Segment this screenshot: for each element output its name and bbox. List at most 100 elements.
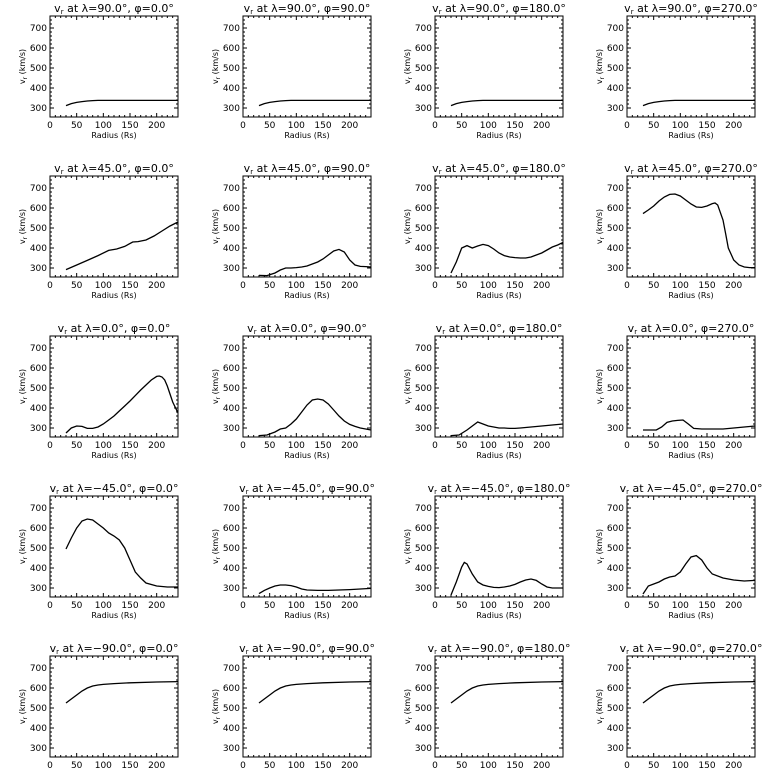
y-axis-label: vr (km/s) — [595, 209, 606, 244]
plot-frame — [626, 15, 756, 118]
x-tick-label: 100 — [288, 601, 305, 611]
y-tick-label: 500 — [223, 544, 240, 554]
x-tick-label: 0 — [240, 761, 246, 768]
y-tick-label: 700 — [607, 504, 624, 514]
y-tick-label: 400 — [223, 404, 240, 414]
panel-title: vr at λ=0.0°, φ=90.0° — [247, 322, 367, 336]
x-tick-label: 150 — [698, 121, 715, 131]
x-tick-label: 200 — [533, 761, 550, 768]
x-tick-label: 0 — [47, 441, 53, 451]
y-tick-label: 300 — [415, 744, 432, 754]
y-tick-label: 400 — [607, 244, 624, 254]
y-tick-label: 300 — [223, 744, 240, 754]
y-axis-label: vr (km/s) — [403, 689, 414, 724]
x-tick-label: 150 — [698, 281, 715, 291]
x-tick-label: 50 — [456, 441, 468, 451]
panel-5: vr at λ=45.0°, φ=90.0° 0 50 100 150 200 300 400… — [211, 162, 372, 300]
y-tick-label: 500 — [415, 64, 432, 74]
x-tick-label: 0 — [624, 601, 630, 611]
x-tick-label: 200 — [725, 281, 742, 291]
series-line — [258, 248, 372, 277]
x-tick-label: 0 — [240, 121, 246, 131]
y-tick-label: 400 — [223, 724, 240, 734]
x-axis-label: Radius (Rs) — [91, 611, 136, 620]
y-tick-label: 300 — [30, 744, 47, 754]
x-tick-label: 50 — [456, 281, 468, 291]
x-tick-label: 100 — [480, 601, 497, 611]
y-tick-label: 300 — [30, 584, 47, 594]
y-tick-label: 300 — [223, 104, 240, 114]
x-tick-label: 150 — [506, 601, 523, 611]
y-axis-label: vr (km/s) — [403, 209, 414, 244]
x-tick-label: 150 — [121, 761, 138, 768]
series-line — [258, 398, 372, 437]
y-tick-label: 300 — [223, 264, 240, 274]
y-tick-label: 500 — [30, 384, 47, 394]
x-tick-label: 50 — [264, 121, 276, 131]
y-axis-label: vr (km/s) — [595, 529, 606, 564]
y-tick-label: 300 — [415, 584, 432, 594]
y-tick-label: 600 — [415, 44, 432, 54]
y-tick-label: 300 — [607, 264, 624, 274]
y-tick-label: 500 — [30, 544, 47, 554]
x-tick-label: 50 — [264, 441, 276, 451]
x-tick-label: 0 — [47, 601, 53, 611]
panel-17: vr at λ=−90.0°, φ=90.0° 0 50 100 150 200 300 40… — [211, 642, 375, 768]
x-tick-label: 50 — [71, 281, 83, 291]
panel-4: vr at λ=45.0°, φ=0.0° 0 50 100 150 200 300 400 5… — [18, 162, 179, 300]
panel-title: vr at λ=0.0°, φ=180.0° — [436, 322, 563, 336]
panel-12: vr at λ=−45.0°, φ=0.0° 0 50 100 150 200 300 400… — [18, 482, 179, 620]
panel-2: vr at λ=90.0°, φ=180.0° 0 50 100 150 200 300 40… — [403, 2, 566, 140]
y-axis-label: vr (km/s) — [18, 529, 29, 564]
y-tick-label: 400 — [30, 724, 47, 734]
panel-title: vr at λ=45.0°, φ=270.0° — [624, 162, 758, 176]
x-axis-label: Radius (Rs) — [476, 611, 521, 620]
panel-9: vr at λ=0.0°, φ=90.0° 0 50 100 150 200 300 400 5… — [211, 322, 372, 460]
y-tick-label: 500 — [607, 64, 624, 74]
panel-title: vr at λ=90.0°, φ=90.0° — [244, 2, 371, 16]
x-tick-label: 150 — [698, 761, 715, 768]
y-tick-label: 600 — [223, 684, 240, 694]
y-axis-label: vr (km/s) — [211, 529, 222, 564]
y-tick-label: 700 — [30, 344, 47, 354]
x-tick-label: 150 — [506, 441, 523, 451]
x-tick-label: 100 — [288, 281, 305, 291]
panel-title: vr at λ=45.0°, φ=180.0° — [432, 162, 566, 176]
y-axis-label: vr (km/s) — [18, 209, 29, 244]
series-line — [65, 99, 178, 107]
y-tick-label: 400 — [607, 404, 624, 414]
plot-frame — [49, 495, 179, 598]
x-tick-label: 100 — [95, 441, 112, 451]
y-tick-label: 600 — [607, 364, 624, 374]
x-tick-label: 50 — [71, 121, 83, 131]
plot-frame — [49, 175, 179, 278]
panel-title: vr at λ=45.0°, φ=90.0° — [244, 162, 371, 176]
plot-frame — [242, 495, 372, 598]
y-tick-label: 500 — [415, 704, 432, 714]
x-tick-label: 100 — [480, 761, 497, 768]
x-tick-label: 50 — [456, 761, 468, 768]
series-line — [642, 99, 755, 107]
plot-frame — [242, 15, 372, 118]
y-tick-label: 600 — [30, 204, 47, 214]
y-tick-label: 600 — [30, 44, 47, 54]
panel-14: vr at λ=−45.0°, φ=180.0° 0 50 100 150 200 300 4… — [403, 482, 570, 620]
y-tick-label: 600 — [30, 364, 47, 374]
plot-frame — [434, 335, 564, 438]
y-tick-label: 500 — [30, 64, 47, 74]
plot-frame — [434, 15, 564, 118]
y-tick-label: 600 — [223, 204, 240, 214]
x-tick-label: 150 — [121, 121, 138, 131]
plot-frame — [49, 335, 179, 438]
y-tick-label: 300 — [30, 424, 47, 434]
x-axis-label: Radius (Rs) — [91, 291, 136, 300]
panel-11: vr at λ=0.0°, φ=270.0° 0 50 100 150 200 300 400… — [595, 322, 756, 460]
y-axis-label: vr (km/s) — [18, 689, 29, 724]
plot-frame — [242, 655, 372, 758]
x-tick-label: 150 — [314, 761, 331, 768]
y-tick-label: 700 — [30, 664, 47, 674]
y-tick-label: 400 — [607, 84, 624, 94]
panel-18: vr at λ=−90.0°, φ=180.0° 0 50 100 150 200 300 4… — [403, 642, 570, 768]
y-tick-label: 700 — [415, 664, 432, 674]
series-line — [642, 193, 755, 269]
